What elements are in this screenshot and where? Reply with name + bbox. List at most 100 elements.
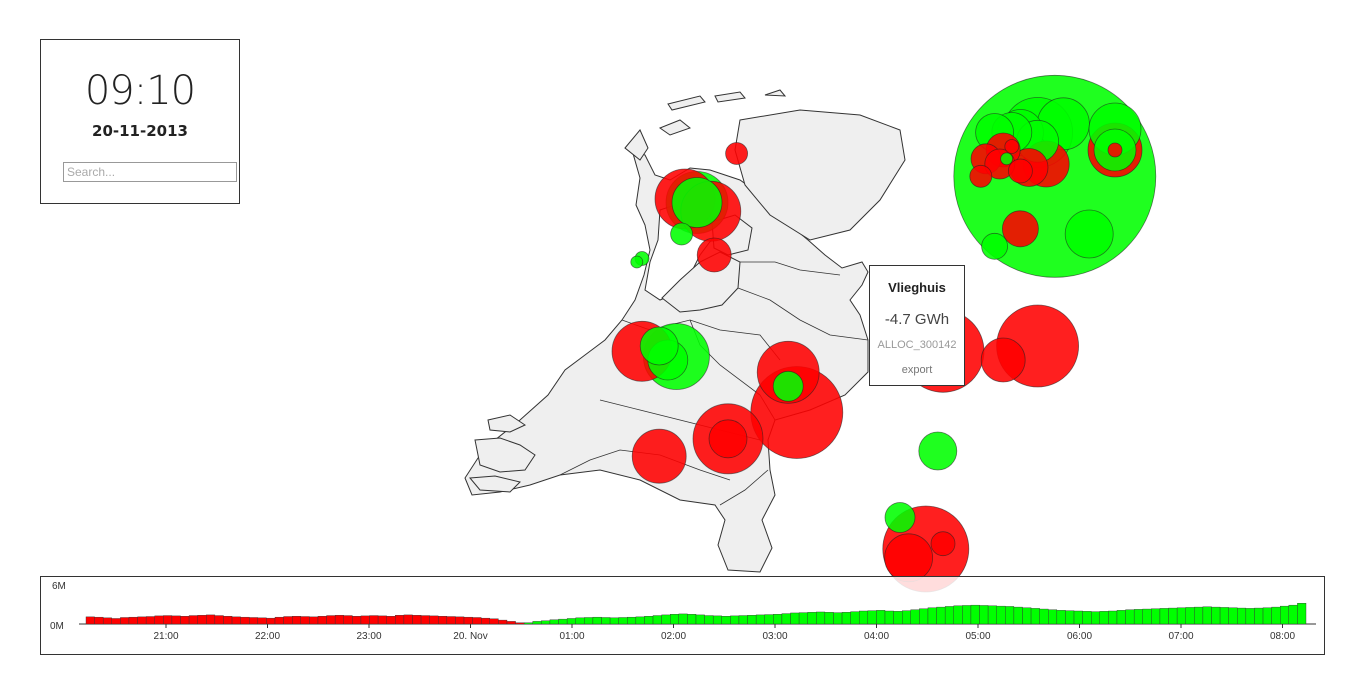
bubble-import-48[interactable] xyxy=(930,531,956,557)
bubble-export-33[interactable] xyxy=(639,326,679,366)
timeline-bar[interactable] xyxy=(455,616,465,625)
timeline-bar[interactable] xyxy=(1133,609,1143,625)
timeline-bar[interactable] xyxy=(644,616,654,625)
timeline-bar[interactable] xyxy=(463,616,473,625)
timeline-bar[interactable] xyxy=(1108,610,1118,625)
timeline-panel[interactable]: 6M 0M 21:00 22:00 23:00 20. Nov 01:00 02:00 03… xyxy=(40,576,1325,655)
timeline-bar[interactable] xyxy=(670,614,680,625)
energy-bubbles[interactable] xyxy=(611,74,1157,593)
timeline-bar[interactable] xyxy=(1013,606,1023,625)
timeline-bar[interactable] xyxy=(824,612,834,625)
timeline-bar[interactable] xyxy=(300,616,310,625)
timeline-chart[interactable]: 6M 0M 21:00 22:00 23:00 20. Nov 01:00 02:00 03… xyxy=(41,577,1326,656)
timeline-bar[interactable] xyxy=(1202,606,1212,625)
timeline-bar[interactable] xyxy=(395,615,405,625)
timeline-bar[interactable] xyxy=(1022,607,1032,625)
timeline-bar[interactable] xyxy=(867,610,877,625)
timeline-bar[interactable] xyxy=(833,612,843,625)
timeline-bar[interactable] xyxy=(1228,607,1238,625)
timeline-bar[interactable] xyxy=(274,616,284,625)
timeline-bar[interactable] xyxy=(506,621,516,625)
timeline-bar[interactable] xyxy=(1288,604,1298,625)
bubble-import-9[interactable] xyxy=(1004,139,1020,154)
bubble-import-15[interactable] xyxy=(1008,158,1033,184)
timeline-bar[interactable] xyxy=(566,618,576,625)
timeline-bar[interactable] xyxy=(523,622,533,625)
timeline-bar[interactable] xyxy=(420,615,430,625)
timeline-bar[interactable] xyxy=(446,616,456,625)
timeline-bar[interactable] xyxy=(386,616,396,625)
timeline-bar[interactable] xyxy=(876,610,886,625)
timeline-bar[interactable] xyxy=(1030,608,1040,625)
timeline-bar[interactable] xyxy=(747,615,757,625)
timeline-bar[interactable] xyxy=(360,615,370,625)
timeline-bar[interactable] xyxy=(790,612,800,625)
timeline-bar[interactable] xyxy=(953,605,963,625)
timeline-bar[interactable] xyxy=(1271,606,1281,625)
timeline-bar[interactable] xyxy=(841,612,851,625)
timeline-bar[interactable] xyxy=(515,622,525,625)
timeline-bar[interactable] xyxy=(859,610,869,625)
timeline-bar[interactable] xyxy=(996,605,1006,625)
timeline-bar[interactable] xyxy=(712,615,722,625)
timeline-bar[interactable] xyxy=(979,605,989,625)
timeline-bar[interactable] xyxy=(369,615,379,625)
timeline-bar[interactable] xyxy=(893,611,903,625)
timeline-bar[interactable] xyxy=(257,617,267,625)
timeline-bar[interactable] xyxy=(85,616,95,625)
timeline-bar[interactable] xyxy=(1039,608,1049,625)
timeline-bar[interactable] xyxy=(1151,608,1161,625)
timeline-bar[interactable] xyxy=(635,616,645,625)
timeline-bar[interactable] xyxy=(1254,607,1264,625)
timeline-bar[interactable] xyxy=(188,615,198,625)
timeline-bar[interactable] xyxy=(910,609,920,625)
timeline-bar[interactable] xyxy=(721,616,731,625)
timeline-bar[interactable] xyxy=(884,610,894,625)
timeline-bar[interactable] xyxy=(1091,611,1100,625)
timeline-bar[interactable] xyxy=(1082,611,1092,625)
timeline-bar[interactable] xyxy=(403,614,413,625)
timeline-bar[interactable] xyxy=(197,615,207,625)
timeline-bar[interactable] xyxy=(343,615,353,625)
timeline-bar[interactable] xyxy=(601,617,611,625)
bubble-export-45[interactable] xyxy=(918,431,958,471)
bubble-export-31[interactable] xyxy=(630,255,644,269)
bubble-import-21[interactable] xyxy=(1002,210,1039,248)
timeline-bar[interactable] xyxy=(291,616,301,625)
bubble-export-23[interactable] xyxy=(981,232,1008,260)
timeline-bar[interactable] xyxy=(678,613,688,625)
timeline-bar[interactable] xyxy=(738,615,748,625)
timeline-bar[interactable] xyxy=(145,616,155,625)
timeline-bar[interactable] xyxy=(1176,607,1186,625)
bubble-export-22[interactable] xyxy=(1064,209,1114,259)
timeline-bar[interactable] xyxy=(618,617,628,625)
timeline-bar[interactable] xyxy=(283,616,293,625)
bubble-import-43[interactable] xyxy=(708,419,748,459)
timeline-bar[interactable] xyxy=(180,616,190,625)
timeline-bar[interactable] xyxy=(1073,610,1083,625)
timeline-bar[interactable] xyxy=(223,616,233,625)
timeline-bar[interactable] xyxy=(429,615,439,625)
timeline-bar[interactable] xyxy=(970,604,980,625)
bubble-import-29[interactable] xyxy=(696,237,732,273)
timeline-bar[interactable] xyxy=(764,614,774,625)
timeline-bar[interactable] xyxy=(549,619,559,625)
timeline-bar[interactable] xyxy=(704,615,714,625)
timeline-bar[interactable] xyxy=(352,616,362,625)
bubble-export-46[interactable] xyxy=(884,502,916,533)
bubble-export-27[interactable] xyxy=(671,177,723,228)
timeline-bar[interactable] xyxy=(1211,606,1221,625)
timeline-bar[interactable] xyxy=(377,615,387,625)
bubble-import-19[interactable] xyxy=(1107,142,1123,158)
timeline-bar[interactable] xyxy=(1237,607,1247,625)
timeline-bar[interactable] xyxy=(206,614,216,625)
timeline-bar[interactable] xyxy=(120,617,130,625)
timeline-bar[interactable] xyxy=(902,610,911,625)
timeline-bar[interactable] xyxy=(438,616,448,625)
timeline-bar[interactable] xyxy=(850,611,860,625)
timeline-bar[interactable] xyxy=(541,620,551,625)
timeline-bar[interactable] xyxy=(798,612,808,625)
timeline-bar[interactable] xyxy=(102,617,112,625)
timeline-bar[interactable] xyxy=(171,615,181,625)
timeline-bar[interactable] xyxy=(730,615,740,625)
